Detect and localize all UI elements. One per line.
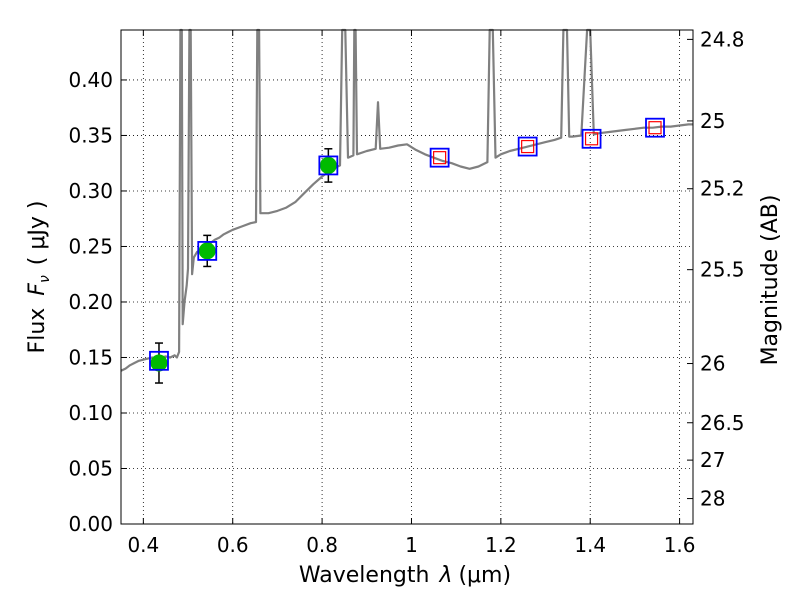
right-axis-title: Magnitude (AB) (758, 195, 783, 366)
y-tick-label: 0.25 (68, 234, 113, 258)
y-axis-unit: ( μJy ) (25, 201, 50, 266)
observed-point (319, 156, 337, 174)
x-tick-label: 0.6 (217, 533, 249, 557)
model-box (429, 147, 450, 168)
predicted-box (648, 121, 662, 135)
right-tick-label: 25 (700, 109, 725, 133)
observed-point (150, 354, 168, 372)
x-axis-title-text: Wavelength (299, 563, 430, 588)
y-axis-title-text: Flux (25, 308, 50, 354)
x-tick-label: 0.8 (306, 533, 338, 557)
right-tick-label: 24.8 (700, 27, 745, 51)
grid-lines (121, 30, 693, 524)
plot-frame (120, 29, 694, 525)
spectrum-line (120, 28, 693, 372)
model-box (318, 155, 339, 176)
y-tick-label: 0.10 (68, 401, 113, 425)
right-tick-label: 27 (700, 448, 725, 472)
right-tick-label: 25.2 (700, 177, 745, 201)
model-box (645, 117, 665, 138)
y-axis-symbol: F (25, 283, 50, 296)
y-tick-label: 0.40 (68, 68, 113, 92)
x-tick-label: 1.2 (485, 533, 517, 557)
y-tick-label: 0.20 (68, 290, 113, 314)
y-axis-title: Flux Fν ( μJy ) (25, 201, 53, 354)
y-axis-subscript: ν (37, 275, 53, 283)
model-box (517, 136, 538, 157)
x-tick-label: 0.4 (127, 533, 159, 557)
right-tick-label: 26 (700, 352, 725, 376)
y-tick-label: 0.35 (68, 123, 113, 147)
right-tick-label: 28 (700, 487, 725, 511)
right-tick-label: 25.5 (700, 258, 745, 282)
x-tick-label: 1 (405, 533, 418, 557)
x-tick-label: 1.6 (664, 533, 696, 557)
observed-point (198, 242, 216, 260)
predicted-box (433, 151, 447, 165)
predicted-box (584, 132, 599, 146)
x-axis-unit: (μm) (458, 563, 511, 588)
tick-marks (121, 30, 693, 525)
right-tick-label: 26.5 (700, 411, 745, 435)
model-box (581, 128, 602, 149)
predicted-box (521, 139, 535, 154)
x-axis-symbol: λ (438, 563, 452, 588)
y-tick-label: 0.05 (68, 456, 113, 480)
y-tick-label: 0.15 (68, 345, 113, 369)
x-tick-label: 1.4 (574, 533, 606, 557)
y-tick-label: 0.30 (68, 179, 113, 203)
x-axis-title: Wavelength λ (μm) (299, 563, 511, 588)
model-box (149, 350, 169, 371)
tick-labels: 0.4 0.6 0.8 1 1.2 1.4 1.6 0.00 0.05 0.10 0.15 0.20 0… (68, 27, 744, 557)
model-box (197, 241, 218, 261)
spectrum-layer (120, 28, 693, 372)
photometry-markers (149, 117, 665, 384)
y-tick-label: 0.00 (68, 512, 113, 536)
